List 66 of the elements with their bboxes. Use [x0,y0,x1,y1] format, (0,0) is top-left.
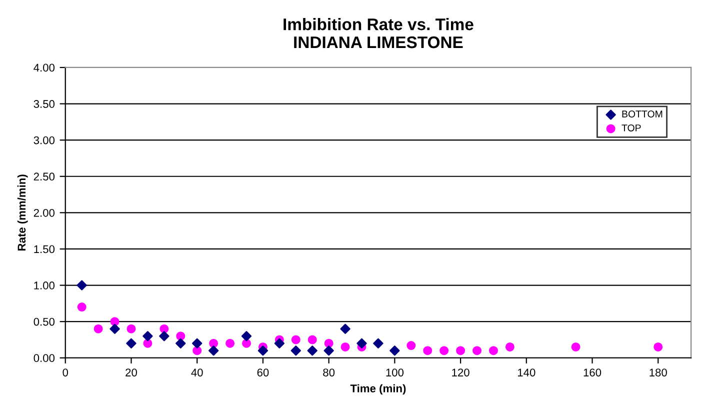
point [143,338,152,348]
point [192,346,202,356]
point [208,346,219,356]
point [209,338,218,348]
point [340,324,350,334]
point [110,317,120,326]
point [356,338,367,348]
point [423,346,432,356]
x-tick-label: 80 [323,368,335,376]
x-tick-label: 140 [518,368,536,376]
x-tick-label: 20 [126,368,137,376]
point [291,335,300,344]
x-tick-label: 60 [257,368,269,376]
point [290,346,301,356]
point [77,302,86,312]
y-tick-label: 2.50 [34,172,55,181]
point [241,331,252,342]
point [505,342,514,352]
y-tick-label: 0.00 [34,354,55,362]
point [258,346,268,356]
y-axis-title: Rate (mm/min) [17,174,28,251]
point [142,331,153,342]
y-tick-label: 3.00 [34,136,55,144]
point [390,346,400,356]
point [340,342,350,352]
point [126,338,136,348]
y-tick-label: 1.00 [34,282,55,290]
point [226,338,235,348]
point [440,346,449,356]
legend-label: BOTTOM [622,110,662,118]
x-tick-label: 100 [386,368,404,376]
point [324,338,334,348]
point [571,342,580,352]
point [308,335,317,344]
point [472,346,482,356]
x-tick-label: 160 [584,368,602,376]
y-tick-label: 3.50 [34,100,55,108]
y-tick-label: 1.50 [34,245,55,254]
y-tick-label: 0.50 [34,318,55,326]
point [242,338,251,348]
point [192,338,202,348]
point [488,346,498,356]
point [456,346,466,356]
point [324,346,334,356]
point [76,280,87,290]
x-tick-label: 180 [650,368,667,376]
point [307,346,318,356]
point [110,324,120,334]
point [126,324,136,334]
x-tick-label: 0 [62,368,68,376]
x-tick-label: 120 [452,368,470,376]
y-tick-label: 2.00 [34,208,55,217]
chart-title: Imbibition Rate vs. Time INDIANA LIMESTONE [284,18,474,48]
point [94,324,103,334]
x-tick-label: 40 [191,368,203,376]
point [176,338,186,348]
y-tick-label: 4.00 [34,64,55,72]
point [176,332,186,341]
legend-label: TOP [622,124,641,132]
point [160,324,169,334]
point [159,331,170,342]
x-axis-title: Time (min) [350,384,406,395]
point [274,338,285,348]
point [654,342,663,352]
point [406,341,416,350]
point [373,338,384,348]
